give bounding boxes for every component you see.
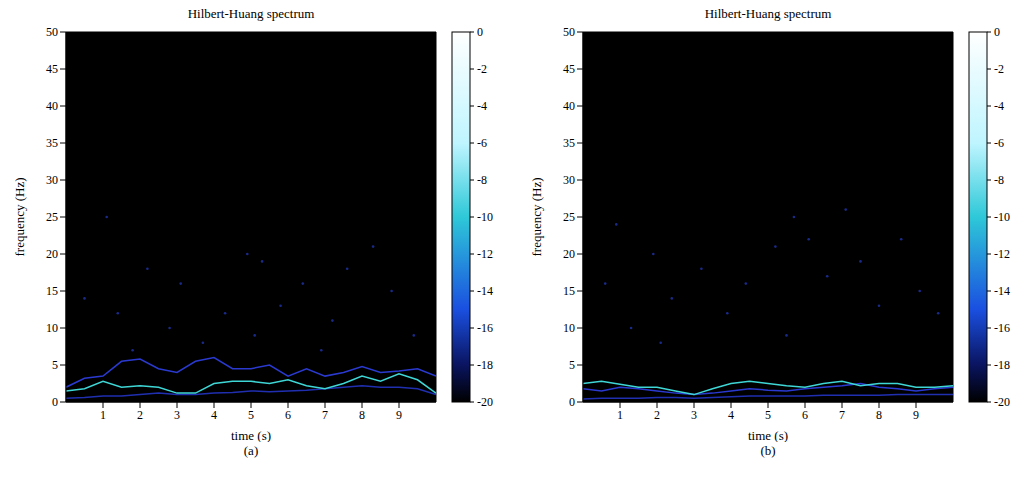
- svg-text:6: 6: [285, 408, 291, 422]
- svg-text:3: 3: [174, 408, 180, 422]
- svg-text:-6: -6: [477, 136, 487, 150]
- svg-text:7: 7: [322, 408, 328, 422]
- svg-text:25: 25: [46, 210, 58, 224]
- svg-text:40: 40: [46, 99, 58, 113]
- svg-text:5: 5: [569, 358, 575, 372]
- html-text:(a): (a): [243, 443, 259, 458]
- svg-text:10: 10: [563, 321, 575, 335]
- svg-text:-14: -14: [994, 284, 1010, 298]
- svg-text:1: 1: [617, 408, 623, 422]
- svg-text:-12: -12: [994, 247, 1010, 261]
- svg-text:30: 30: [563, 173, 575, 187]
- svg-text:0: 0: [52, 395, 58, 409]
- svg-text:15: 15: [563, 284, 575, 298]
- html-text:Hilbert-Huang spectrum: Hilbert-Huang spectrum: [187, 6, 315, 21]
- svg-text:0: 0: [994, 25, 1000, 39]
- svg-text:2: 2: [137, 408, 143, 422]
- svg-text:35: 35: [46, 136, 58, 150]
- svg-text:-4: -4: [994, 99, 1004, 113]
- svg-text:-8: -8: [477, 173, 487, 187]
- svg-text:-14: -14: [477, 284, 493, 298]
- svg-text:0: 0: [477, 25, 483, 39]
- svg-text:25: 25: [563, 210, 575, 224]
- svg-text:frequency (Hz): frequency (Hz): [12, 177, 27, 256]
- svg-text:15: 15: [46, 284, 58, 298]
- svg-text:5: 5: [765, 408, 771, 422]
- svg-text:-10: -10: [994, 210, 1010, 224]
- svg-text:45: 45: [46, 62, 58, 76]
- svg-text:-4: -4: [477, 99, 487, 113]
- svg-text:-2: -2: [477, 62, 487, 76]
- svg-text:-20: -20: [477, 395, 493, 409]
- svg-text:-16: -16: [477, 321, 493, 335]
- svg-text:time (s): time (s): [231, 428, 271, 442]
- svg-text:9: 9: [396, 408, 402, 422]
- svg-text:10: 10: [46, 321, 58, 335]
- svg-text:5: 5: [248, 408, 254, 422]
- svg-text:-12: -12: [477, 247, 493, 261]
- svg-text:7: 7: [839, 408, 845, 422]
- svg-text:1: 1: [100, 408, 106, 422]
- svg-text:time (s): time (s): [748, 428, 788, 442]
- svg-text:6: 6: [802, 408, 808, 422]
- svg-text:40: 40: [563, 99, 575, 113]
- svg-text:4: 4: [211, 408, 217, 422]
- svg-text:-8: -8: [994, 173, 1004, 187]
- svg-text:-6: -6: [994, 136, 1004, 150]
- svg-text:20: 20: [46, 247, 58, 261]
- svg-text:0: 0: [569, 395, 575, 409]
- svg-text:50: 50: [563, 25, 575, 39]
- svg-text:-20: -20: [994, 395, 1010, 409]
- svg-text:-16: -16: [994, 321, 1010, 335]
- svg-text:35: 35: [563, 136, 575, 150]
- html-text:(b): (b): [760, 443, 776, 458]
- svg-text:4: 4: [728, 408, 734, 422]
- svg-text:20: 20: [563, 247, 575, 261]
- svg-text:2: 2: [654, 408, 660, 422]
- svg-text:8: 8: [359, 408, 365, 422]
- html-text:Hilbert-Huang spectrum: Hilbert-Huang spectrum: [704, 6, 832, 21]
- svg-text:30: 30: [46, 173, 58, 187]
- svg-text:50: 50: [46, 25, 58, 39]
- svg-text:45: 45: [563, 62, 575, 76]
- svg-text:-2: -2: [994, 62, 1004, 76]
- svg-text:8: 8: [876, 408, 882, 422]
- svg-text:9: 9: [913, 408, 919, 422]
- svg-text:-18: -18: [477, 358, 493, 372]
- svg-text:5: 5: [52, 358, 58, 372]
- svg-text:frequency (Hz): frequency (Hz): [529, 177, 544, 256]
- svg-text:-10: -10: [477, 210, 493, 224]
- svg-text:-18: -18: [994, 358, 1010, 372]
- svg-text:3: 3: [691, 408, 697, 422]
